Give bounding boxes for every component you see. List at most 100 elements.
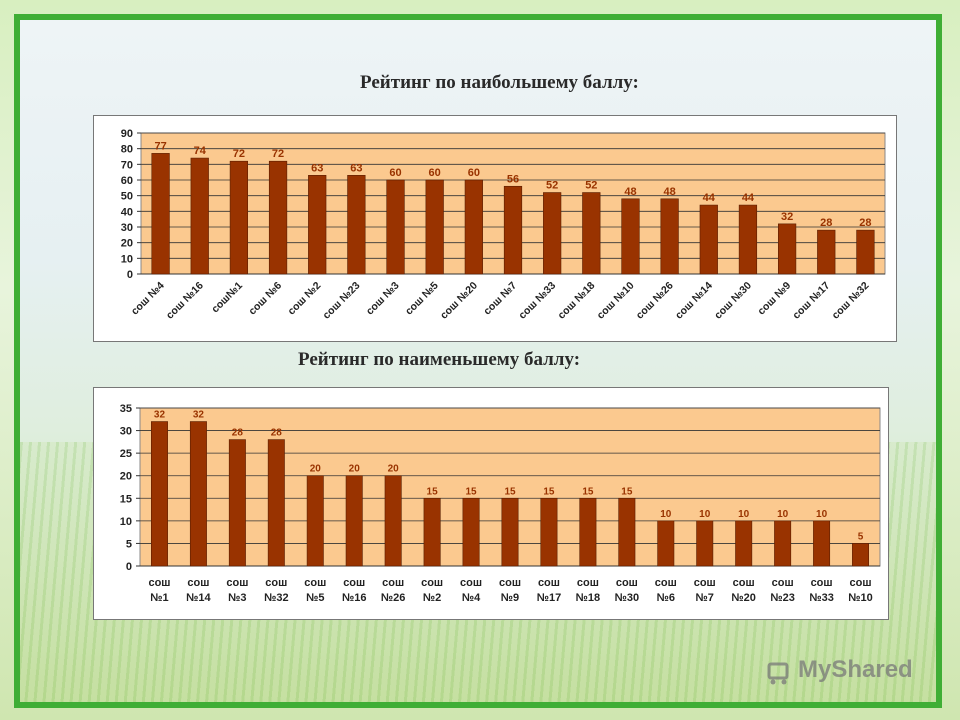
x-tick-label: сош №16	[164, 280, 206, 322]
x-tick-label: сош	[655, 577, 677, 589]
bar	[268, 160, 288, 275]
bar	[696, 520, 714, 567]
bar	[150, 421, 168, 567]
bottom-chart-heading: Рейтинг по наименьшему баллу:	[298, 349, 581, 370]
x-tick-label: сош	[460, 577, 482, 589]
x-tick-label: сош №5	[403, 280, 441, 318]
bar	[813, 520, 831, 567]
bar-value-label: 72	[233, 148, 245, 160]
x-tick-label: сош №33	[516, 280, 558, 322]
x-tick-label: сош	[148, 577, 170, 589]
y-tick-label: 25	[120, 448, 132, 460]
bar-value-label: 56	[507, 173, 519, 185]
bar	[852, 543, 870, 567]
x-tick-label: сош	[811, 577, 833, 589]
x-tick-label: №6	[657, 592, 675, 604]
y-tick-label: 80	[121, 144, 133, 156]
x-tick-label: №1	[150, 592, 168, 604]
y-tick-label: 15	[120, 493, 132, 505]
bar-value-label: 32	[154, 410, 166, 421]
bar-value-label: 28	[271, 428, 283, 439]
bar-value-label: 32	[781, 211, 793, 223]
bar-value-label: 10	[738, 509, 750, 520]
bar	[386, 179, 405, 275]
x-tick-label: сош	[421, 577, 443, 589]
myshared-logo: MyShared	[767, 656, 913, 685]
lowest-score-chart: 0 5 10 15 20 25 30 35 32 сош №1 32 сош №14 28 сош №3 28 со…	[93, 387, 889, 620]
highest-score-chart-svg: 0 10 20 30 40 50 60 70 80 90 77 сош №4 74 сош №16 72 со…	[121, 128, 886, 322]
x-tick-label: №20	[731, 592, 756, 604]
y-tick-label: 35	[120, 403, 132, 415]
x-tick-label: №9	[501, 592, 519, 604]
bar	[384, 475, 402, 567]
bar-value-label: 74	[194, 145, 207, 157]
bar	[738, 204, 758, 275]
bar-value-label: 48	[624, 186, 636, 198]
bar	[228, 439, 246, 567]
bar-value-label: 60	[429, 167, 441, 179]
x-tick-label: сош №23	[321, 280, 363, 322]
y-tick-label: 60	[121, 175, 133, 187]
x-tick-label: №10	[848, 592, 873, 604]
x-tick-label: сош	[694, 577, 716, 589]
bar	[267, 439, 285, 567]
bar-value-label: 15	[504, 486, 516, 497]
x-tick-label: №32	[264, 592, 289, 604]
bar-value-label: 63	[311, 162, 323, 174]
x-tick-label: №26	[381, 592, 406, 604]
bar	[423, 497, 441, 567]
x-tick-label: сош №14	[673, 280, 715, 322]
y-tick-label: 70	[121, 159, 133, 171]
x-tick-label: сош	[343, 577, 365, 589]
bar-value-label: 77	[154, 140, 166, 152]
x-tick-label: сош №10	[595, 280, 637, 322]
bar-value-label: 28	[232, 428, 244, 439]
bar	[345, 475, 363, 567]
bar-value-label: 63	[350, 162, 362, 174]
bar-value-label: 20	[388, 464, 400, 475]
bar	[777, 223, 797, 275]
bar	[543, 192, 562, 275]
bar	[579, 497, 597, 567]
x-tick-label: №33	[809, 592, 834, 604]
x-tick-label: сош №6	[246, 280, 284, 318]
x-tick-label: №7	[696, 592, 714, 604]
y-tick-label: 0	[126, 561, 132, 573]
bar-value-label: 44	[703, 192, 716, 204]
bar	[190, 157, 209, 275]
x-tick-label: сош	[226, 577, 248, 589]
y-tick-label: 10	[120, 516, 132, 528]
y-tick-label: 30	[120, 426, 132, 438]
y-tick-label: 50	[121, 191, 133, 203]
highest-score-chart: 0 10 20 30 40 50 60 70 80 90 77 сош №4 74 сош №16 72 со…	[93, 115, 897, 342]
x-tick-label: сош	[187, 577, 209, 589]
bar	[347, 174, 366, 275]
x-tick-label: сош№1	[209, 280, 245, 316]
bar-value-label: 20	[310, 464, 322, 475]
bar	[501, 497, 519, 567]
x-tick-label: сош №9	[755, 280, 793, 318]
bar	[618, 497, 636, 567]
x-tick-label: сош	[382, 577, 404, 589]
x-tick-label: №14	[186, 592, 211, 604]
x-tick-label: сош №2	[286, 280, 324, 318]
bar	[462, 497, 480, 567]
bar-value-label: 15	[465, 486, 477, 497]
x-tick-label: №5	[306, 592, 324, 604]
x-tick-label: №23	[770, 592, 795, 604]
x-tick-label: №30	[615, 592, 640, 604]
bar	[540, 497, 558, 567]
bar-value-label: 28	[859, 217, 871, 229]
bar	[699, 204, 718, 275]
x-tick-label: сош	[616, 577, 638, 589]
bar	[657, 520, 675, 567]
bar	[151, 153, 170, 275]
bar-value-label: 48	[664, 186, 676, 198]
bar	[306, 475, 324, 567]
bar	[856, 229, 875, 275]
bar-value-label: 15	[582, 486, 594, 497]
x-tick-label: сош №20	[438, 280, 480, 322]
bar	[774, 520, 792, 567]
bar-value-label: 15	[543, 486, 555, 497]
x-tick-label: сош №17	[790, 280, 832, 322]
